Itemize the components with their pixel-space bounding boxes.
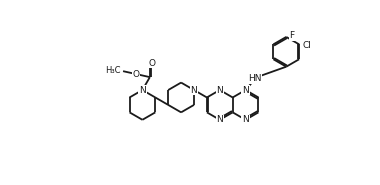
Text: O: O [133, 70, 139, 79]
Text: F: F [289, 31, 294, 41]
Text: O: O [148, 59, 155, 68]
Text: N: N [216, 85, 223, 95]
Text: Cl: Cl [302, 41, 311, 50]
Text: N: N [216, 115, 223, 124]
Text: N: N [191, 85, 197, 95]
Text: HN: HN [248, 74, 262, 83]
Text: N: N [139, 85, 146, 95]
Text: H₃C: H₃C [106, 66, 121, 75]
Text: N: N [242, 115, 249, 124]
Text: N: N [242, 85, 249, 95]
